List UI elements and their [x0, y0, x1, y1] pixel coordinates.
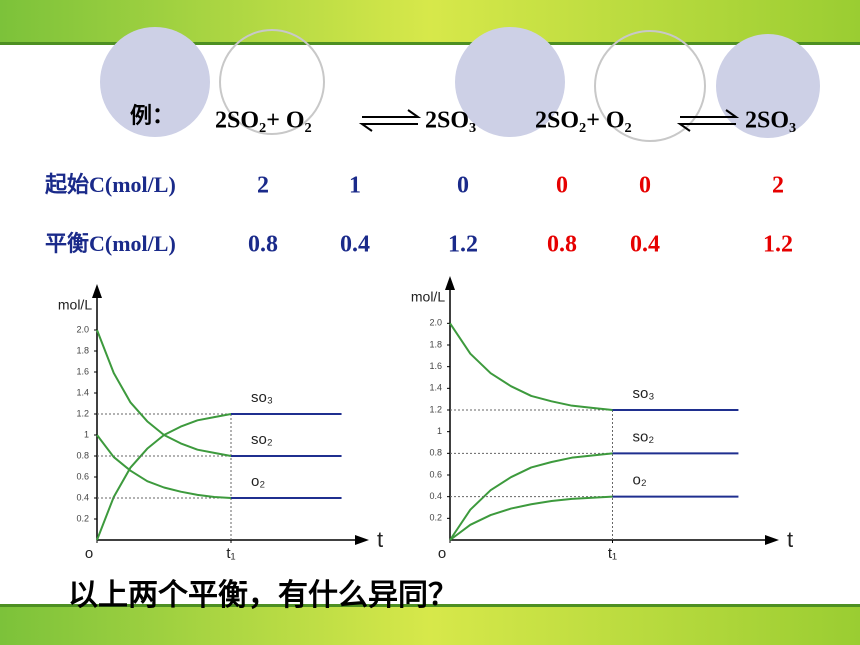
y-tick-label: 0.4	[429, 491, 442, 501]
decor-circle	[455, 27, 565, 137]
row-value: 0	[457, 173, 469, 199]
equation-right: 2SO₃	[745, 108, 796, 134]
y-axis-arrow	[92, 284, 102, 298]
row-value: 2	[772, 173, 784, 199]
y-tick-label: 1.2	[429, 404, 442, 414]
equation-left: 2SO₂+ O₂	[535, 108, 632, 134]
row-value: 1.2	[448, 232, 478, 258]
bottom-band-edge	[0, 604, 860, 607]
row-value: 0.4	[340, 232, 370, 258]
y-tick-label: 0.8	[76, 450, 89, 460]
decor-circle	[716, 34, 820, 138]
y-tick-label: 1.4	[76, 387, 89, 397]
y-axis-label: mol/L	[58, 297, 92, 313]
series-label: so₂	[633, 428, 655, 445]
x-axis-arrow	[355, 535, 369, 545]
y-tick-label: 1.8	[429, 339, 442, 349]
equilibrium-arrow	[358, 109, 422, 132]
series-line	[96, 329, 232, 457]
row-label: 平衡C(mol/L)	[45, 231, 176, 256]
example-label: 例：	[130, 103, 174, 128]
bottom-band	[0, 606, 860, 645]
decor-circle	[100, 27, 210, 137]
y-tick-label: 2.0	[76, 324, 89, 334]
y-tick-label: 0.2	[429, 513, 442, 523]
y-tick-label: 1.2	[76, 408, 89, 418]
y-tick-label: 1.8	[76, 345, 89, 355]
row-value: 0	[639, 173, 651, 199]
series-label: so₃	[633, 385, 655, 402]
equation-left: 2SO₂+ O₂	[215, 108, 312, 134]
decor-circle	[594, 30, 706, 142]
y-tick-label: 1	[84, 429, 89, 439]
y-tick-label: 1.6	[429, 361, 442, 371]
equilibrium-arrow	[676, 109, 740, 132]
x-axis-arrow	[765, 535, 779, 545]
x-axis-label: t	[377, 527, 383, 552]
x-tick-label: t₁	[608, 545, 617, 562]
y-tick-label: 2.0	[429, 318, 442, 328]
x-tick-label: o	[438, 545, 446, 562]
series-label: so₂	[251, 431, 273, 448]
arrow-back	[676, 123, 736, 132]
row-value: 1.2	[763, 232, 793, 258]
x-axis-label: t	[787, 527, 793, 552]
y-tick-label: 0.6	[76, 471, 89, 481]
series-line	[449, 322, 613, 411]
series-label: o₂	[633, 472, 647, 489]
y-tick-label: 0.2	[76, 513, 89, 523]
row-value: 0.8	[248, 232, 278, 258]
y-tick-label: 1.4	[429, 383, 442, 393]
y-tick-label: 1.6	[76, 366, 89, 376]
equation-right: 2SO₃	[425, 108, 476, 134]
series-label: o₂	[251, 473, 265, 490]
series-line	[96, 413, 232, 541]
decor-circles	[100, 27, 820, 142]
series-line	[449, 495, 613, 541]
series-label: so₃	[251, 389, 273, 406]
top-band-edge	[0, 42, 860, 45]
x-tick-label: o	[85, 545, 93, 562]
series-line	[449, 452, 613, 541]
y-axis-arrow	[445, 276, 455, 290]
y-tick-label: 0.8	[429, 448, 442, 458]
row-value: 0.8	[547, 232, 577, 258]
x-tick-label: t₁	[226, 545, 235, 562]
row-value: 0.4	[630, 232, 660, 258]
arrow-forward	[680, 109, 740, 118]
y-tick-label: 0.4	[76, 492, 89, 502]
y-axis-label: mol/L	[411, 289, 445, 305]
row-value: 0	[556, 173, 568, 199]
y-tick-label: 1	[437, 426, 442, 436]
arrow-back	[358, 123, 418, 132]
decor-circle	[219, 29, 325, 135]
row-value: 2	[257, 173, 269, 199]
row-label: 起始C(mol/L)	[44, 172, 176, 197]
row-value: 1	[349, 173, 361, 199]
y-tick-label: 0.6	[429, 469, 442, 479]
arrow-forward	[362, 109, 422, 118]
series-line	[96, 434, 232, 499]
question: 以上两个平衡，有什么异同？	[68, 579, 458, 612]
